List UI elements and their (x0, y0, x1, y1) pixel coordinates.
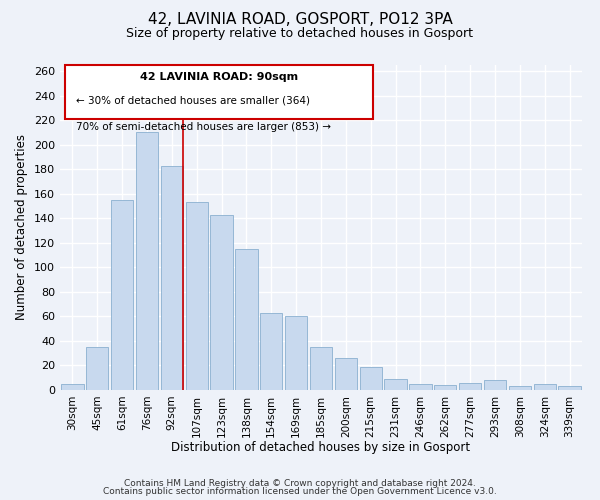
Bar (136, 132, 158, 390)
Bar (235, 249, 257, 390)
Text: 70% of semi-detached houses are larger (853) →: 70% of semi-detached houses are larger (… (76, 122, 331, 132)
Bar (359, 366, 382, 390)
Text: ← 30% of detached houses are smaller (364): ← 30% of detached houses are smaller (36… (76, 96, 310, 106)
X-axis label: Distribution of detached houses by size in Gosport: Distribution of detached houses by size … (172, 441, 470, 454)
Bar (211, 214, 233, 390)
Text: 42 LAVINIA ROAD: 90sqm: 42 LAVINIA ROAD: 90sqm (140, 72, 298, 82)
Bar (61, 384, 83, 390)
Bar (285, 316, 307, 390)
Bar (86, 347, 109, 390)
Text: Contains public sector information licensed under the Open Government Licence v3: Contains public sector information licen… (103, 487, 497, 496)
Y-axis label: Number of detached properties: Number of detached properties (16, 134, 28, 320)
Bar (335, 358, 357, 390)
Text: 42, LAVINIA ROAD, GOSPORT, PO12 3PA: 42, LAVINIA ROAD, GOSPORT, PO12 3PA (148, 12, 452, 28)
Text: Contains HM Land Registry data © Crown copyright and database right 2024.: Contains HM Land Registry data © Crown c… (124, 478, 476, 488)
Bar (434, 385, 457, 390)
Bar (459, 382, 481, 390)
Bar (559, 386, 581, 390)
Text: Size of property relative to detached houses in Gosport: Size of property relative to detached ho… (127, 28, 473, 40)
Bar (260, 312, 283, 390)
Bar (509, 386, 531, 390)
FancyBboxPatch shape (65, 65, 373, 118)
Bar (161, 166, 183, 390)
Bar (484, 380, 506, 390)
Bar (533, 384, 556, 390)
Bar (409, 384, 431, 390)
Bar (310, 347, 332, 390)
Bar (111, 200, 133, 390)
Bar (385, 379, 407, 390)
Bar (185, 202, 208, 390)
